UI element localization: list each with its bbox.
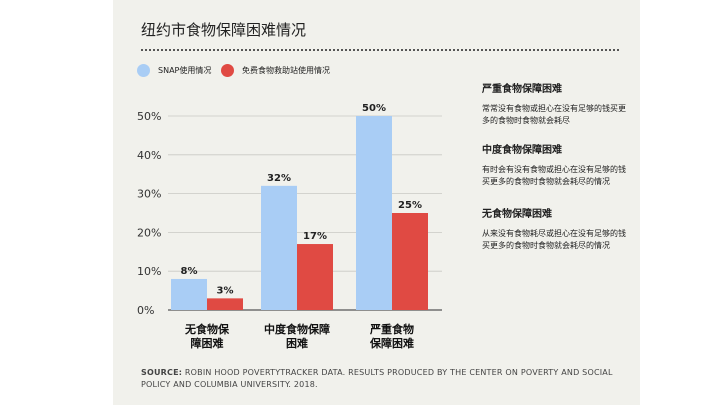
bar-food-pantry	[297, 244, 333, 310]
data-label: 3%	[217, 285, 234, 296]
bar-food-pantry	[392, 213, 428, 310]
x-tick-label: 保障困难	[369, 336, 414, 350]
x-tick-label: 障困难	[191, 336, 224, 350]
y-tick-label: 0%	[137, 304, 154, 317]
source-text: ROBIN HOOD POVERTYTRACKER DATA. RESULTS …	[141, 368, 613, 389]
bar-snap	[171, 278, 207, 310]
note-none-text: 从来没有食物耗尽或担心在没有足够的钱买更多的食物时食物就会耗尽的情况	[482, 229, 626, 250]
note-moderate-heading: 中度食物保障困难	[482, 145, 562, 156]
note-severe-text: 常常没有食物或担心在没有足够的钱买更多的食物时食物就会耗尽	[482, 104, 626, 125]
x-tick-label: 困难	[286, 336, 308, 350]
bar-snap	[261, 185, 297, 310]
data-label: 17%	[303, 231, 327, 242]
note-severe: 严重食物保障困难 常常没有食物或担心在没有足够的钱买更多的食物时食物就会耗尽	[482, 80, 626, 127]
y-tick-label: 50%	[137, 110, 161, 123]
data-label: 50%	[362, 103, 386, 114]
legend-label-snap: SNAP使用情况	[158, 66, 212, 75]
y-tick-label: 30%	[137, 188, 161, 201]
note-none-heading: 无食物保障困难	[482, 209, 552, 220]
x-tick-label: 无食物保	[184, 322, 230, 336]
note-moderate: 中度食物保障困难 有时会有没有食物或担心在没有足够的钱买更多的食物时食物就会耗尽…	[482, 141, 626, 188]
data-label: 8%	[181, 266, 198, 277]
data-label: 25%	[398, 200, 422, 211]
note-none: 无食物保障困难 从来没有食物耗尽或担心在没有足够的钱买更多的食物时食物就会耗尽的…	[482, 205, 626, 252]
y-tick-label: 10%	[137, 265, 161, 278]
source-note: SOURCE: ROBIN HOOD POVERTYTRACKER DATA. …	[141, 367, 621, 391]
note-moderate-text: 有时会有没有食物或担心在没有足够的钱买更多的食物时食物就会耗尽的情况	[482, 165, 626, 186]
bar-food-pantry	[207, 298, 243, 310]
x-tick-label: 中度食物保障	[264, 322, 330, 336]
x-tick-label: 严重食物	[369, 322, 414, 336]
y-tick-label: 20%	[137, 226, 161, 239]
note-severe-heading: 严重食物保障困难	[482, 84, 562, 95]
data-label: 32%	[267, 173, 291, 184]
title-divider	[141, 49, 619, 51]
chart-title: 纽约市食物保障困难情况	[141, 21, 307, 39]
legend-swatch-snap	[137, 64, 150, 77]
source-label: SOURCE:	[141, 368, 183, 377]
legend-swatch-food-pantry	[221, 64, 234, 77]
y-tick-label: 40%	[137, 149, 161, 162]
legend-item-food-pantry: 免费食物救助站使用情况	[221, 64, 330, 77]
legend-item-snap: SNAP使用情况	[137, 64, 211, 77]
bar-snap	[356, 116, 392, 310]
legend-label-food-pantry: 免费食物救助站使用情况	[242, 66, 330, 75]
